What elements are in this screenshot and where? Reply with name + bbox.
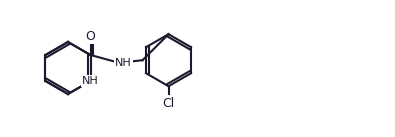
Text: Cl: Cl (162, 97, 175, 110)
Text: NH: NH (115, 58, 132, 68)
Text: NH: NH (82, 76, 99, 86)
Text: O: O (86, 30, 96, 43)
